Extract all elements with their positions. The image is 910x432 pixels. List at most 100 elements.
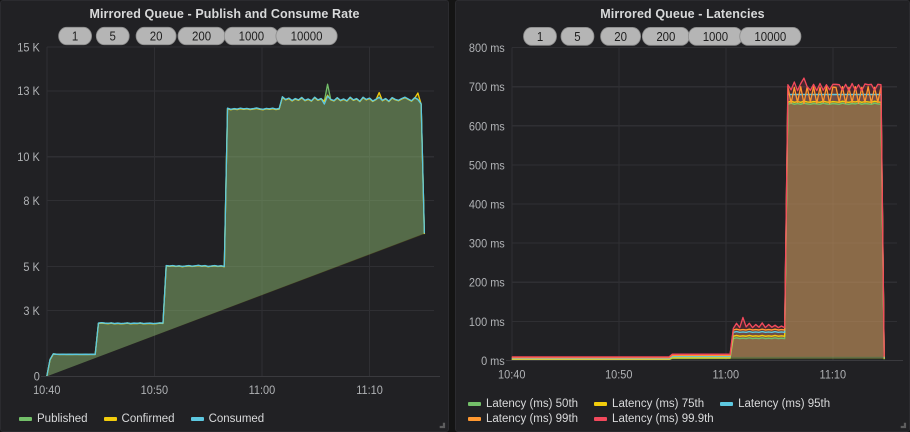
y-axis-tick-label: 15 K [17, 42, 40, 55]
y-axis-tick-label: 800 ms [469, 41, 505, 55]
series-area [46, 92, 425, 377]
series-area [511, 101, 885, 360]
legend-color-swatch [594, 417, 608, 421]
resize-corner-icon[interactable] [437, 420, 446, 429]
series-area [511, 86, 885, 358]
legend-color-swatch [19, 417, 32, 421]
annotation-marker[interactable]: 1 [523, 27, 557, 46]
annotation-pill[interactable] [739, 27, 802, 46]
legend-label: Latency (ms) 95th [738, 398, 831, 410]
series-area [46, 84, 425, 377]
y-axis-tick-label: 400 ms [469, 198, 505, 212]
annotation-label: 1 [537, 29, 544, 44]
legend-item[interactable]: Latency (ms) 75th [594, 398, 704, 410]
legend-color-swatch [594, 402, 608, 406]
y-axis-tick-label: 0 [34, 371, 40, 384]
annotation-label: 1 [72, 29, 79, 44]
legend-item[interactable]: Latency (ms) 99th [468, 413, 578, 425]
annotation-marker[interactable]: 200 [641, 27, 690, 46]
legend-color-swatch [720, 402, 734, 406]
legend-color-swatch [103, 417, 117, 421]
legend-label: Latency (ms) 99th [486, 413, 579, 425]
series-line[interactable] [511, 77, 885, 358]
legend-label: Latency (ms) 75th [612, 398, 705, 410]
chart-publish-consume-rate[interactable]: 0 3 K 5 K 8 K 10 K 13 K 15 K 10:40 10:50 11:00 11:… [1, 23, 448, 409]
legend-item[interactable]: Confirmed [103, 413, 175, 425]
legend-item[interactable]: Published [19, 413, 88, 425]
series-line[interactable] [511, 85, 885, 359]
annotation-label: 10000 [754, 29, 786, 44]
x-axis-tick-label: 11:10 [820, 368, 847, 382]
x-axis-tick-label: 10:40 [498, 368, 526, 382]
annotation-label: 10000 [291, 29, 323, 44]
annotation-marker[interactable]: 200 [177, 26, 226, 46]
annotation-marker[interactable]: 1 [58, 26, 92, 46]
series-area [46, 96, 425, 377]
y-axis-tick-label: 100 ms [469, 315, 505, 329]
legend-color-swatch [468, 402, 481, 406]
legend-item[interactable]: Latency (ms) 95th [720, 398, 830, 410]
annotation-label: 200 [656, 29, 675, 44]
series-area [511, 103, 885, 360]
chart-latencies[interactable]: 0 ms 100 ms 200 ms 300 ms 400 ms 500 ms 600 ms… [456, 23, 909, 394]
annotation-pill[interactable] [275, 26, 338, 46]
chart-canvas[interactable]: 0 3 K 5 K 8 K 10 K 13 K 15 K 10:40 10:50 11:00 11:… [1, 23, 448, 409]
annotation-label: 5 [110, 29, 117, 44]
legend-color-swatch [190, 417, 204, 421]
x-axis-tick-label: 11:00 [713, 368, 740, 382]
legend-label: Published [37, 413, 88, 425]
y-axis-tick-label: 3 K [23, 305, 40, 318]
panel-title: Mirrored Queue - Latencies [600, 7, 765, 21]
annotation-marker[interactable]: 10000 [275, 26, 338, 46]
chart-canvas[interactable]: 0 ms 100 ms 200 ms 300 ms 400 ms 500 ms 600 ms… [456, 23, 909, 394]
series-line[interactable] [511, 100, 885, 361]
legend-item[interactable]: Latency (ms) 50th [468, 398, 578, 410]
y-axis-tick-label: 700 ms [469, 81, 505, 95]
annotation-pill[interactable] [600, 27, 642, 46]
annotation-label: 20 [150, 29, 163, 44]
x-axis-tick-label: 10:50 [605, 368, 633, 382]
annotation-label: 1000 [703, 29, 729, 44]
annotation-marker[interactable]: 10000 [739, 27, 802, 46]
annotation-marker[interactable]: 5 [560, 27, 595, 46]
resize-corner-icon[interactable] [898, 420, 907, 429]
legend-label: Latency (ms) 50th [486, 398, 579, 410]
x-axis-tick-label: 11:00 [249, 384, 276, 397]
annotation-marker[interactable]: 20 [135, 26, 177, 46]
x-axis-tick-label: 10:50 [141, 384, 168, 397]
annotation-pill[interactable] [58, 26, 92, 46]
legend-label: Latency (ms) 99.9th [612, 413, 714, 425]
y-axis-tick-label: 8 K [23, 196, 40, 209]
annotation-pill[interactable] [523, 27, 557, 46]
annotation-marker[interactable]: 20 [600, 27, 642, 46]
panel-publish-consume-rate: Mirrored Queue - Publish and Consume Rat… [0, 0, 449, 432]
y-axis-tick-label: 600 ms [469, 120, 505, 134]
x-axis-tick-label: 11:10 [356, 384, 383, 397]
annotation-pill[interactable] [560, 27, 595, 46]
y-axis-tick-label: 200 ms [469, 276, 505, 290]
series-area [511, 94, 885, 359]
legend-item[interactable]: Consumed [190, 413, 265, 425]
series-area [511, 78, 885, 357]
legend-label: Consumed [208, 413, 265, 425]
annotation-pill[interactable] [95, 26, 130, 46]
annotation-label: 1000 [239, 29, 265, 44]
legend-latencies: Latency (ms) 50th Latency (ms) 75th Latenc… [456, 394, 909, 431]
annotation-marker[interactable]: 1000 [687, 27, 743, 46]
x-axis-tick-label: 10:40 [33, 384, 60, 397]
series-line[interactable] [46, 95, 426, 377]
legend-color-swatch [468, 417, 481, 421]
legend-label: Confirmed [121, 413, 175, 425]
annotation-label: 20 [614, 29, 627, 44]
legend-publish-consume-rate: Published Confirmed Consumed [1, 409, 448, 431]
annotation-marker[interactable]: 1000 [223, 26, 279, 46]
panel-latencies: Mirrored Queue - Latencies 0 ms 100 ms 200… [455, 0, 910, 432]
y-axis-tick-label: 13 K [17, 86, 40, 99]
legend-item[interactable]: Latency (ms) 99.9th [594, 413, 714, 425]
annotation-marker[interactable]: 5 [95, 26, 130, 46]
annotation-pill[interactable] [135, 26, 177, 46]
annotation-label: 5 [574, 29, 581, 44]
panel-title: Mirrored Queue - Publish and Consume Rat… [89, 7, 360, 21]
annotation-label: 200 [192, 29, 211, 44]
